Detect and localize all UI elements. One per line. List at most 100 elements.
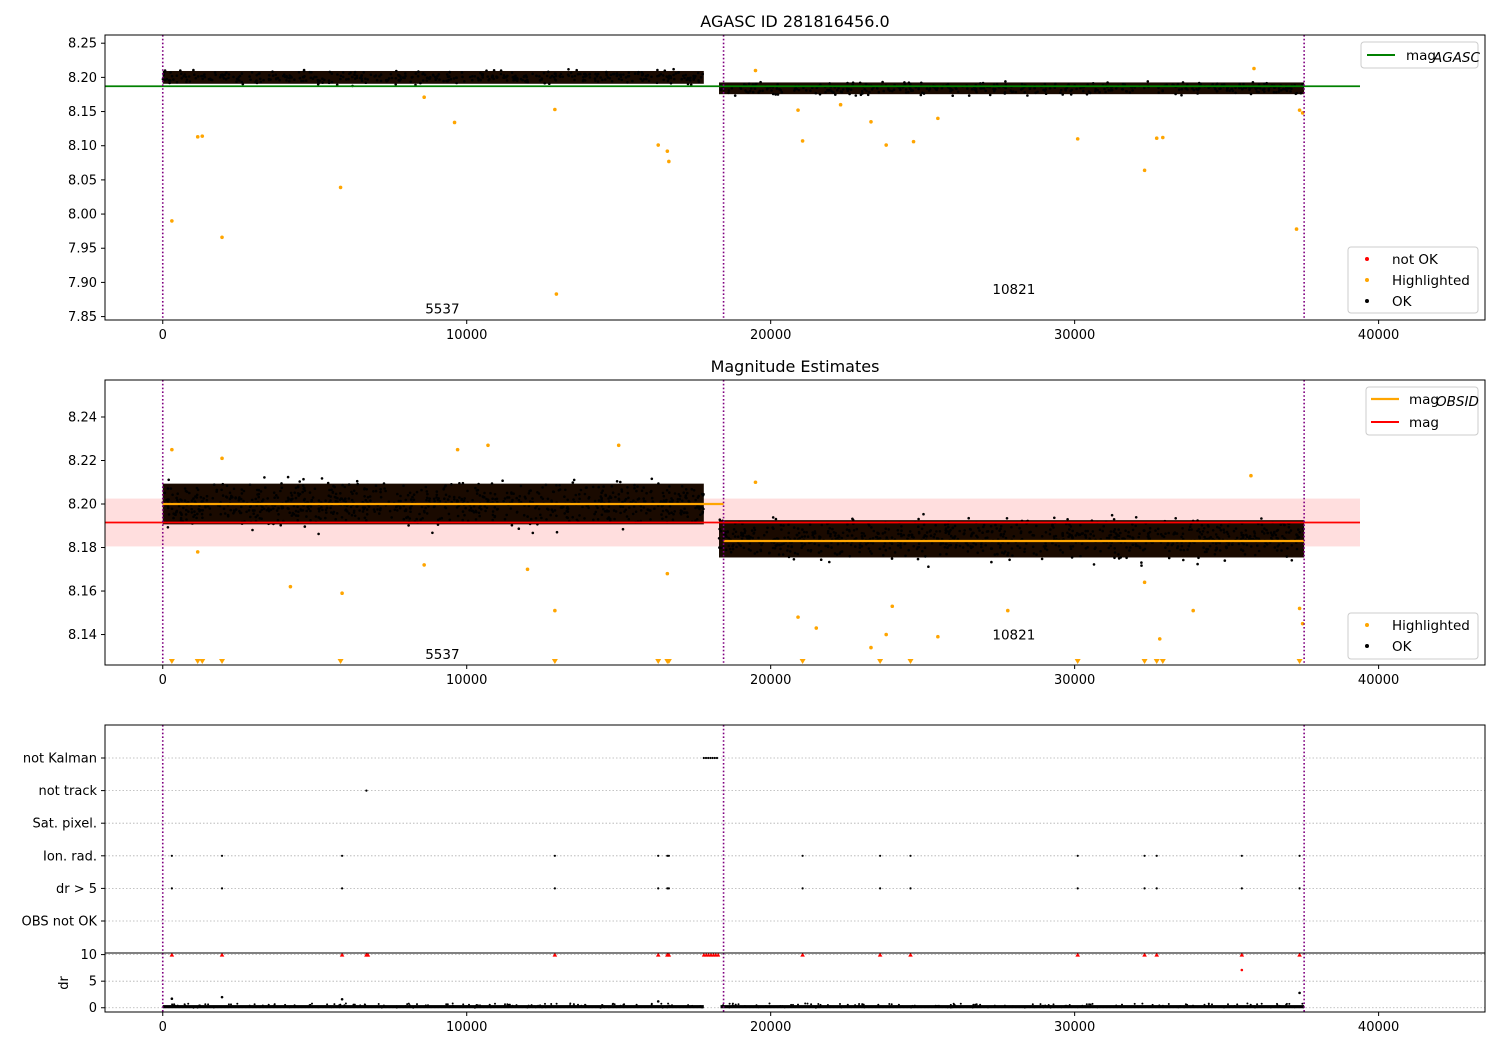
ok-point [1074,534,1078,537]
ok-point [463,80,466,83]
ok-point [463,513,466,517]
flag-row-label: dr > 5 [56,882,97,897]
dr-point [253,1003,256,1006]
ok-point [1201,530,1205,533]
ok-point [545,74,549,78]
ok-point [436,518,440,522]
ok-point [624,508,628,512]
ok-point [627,517,631,521]
ok-point [829,534,832,538]
ok-point [1084,529,1087,533]
ok-point [680,485,684,488]
ok-point [581,505,584,509]
dr-point [196,1006,199,1009]
ok-point [347,77,350,81]
x-tick-label: 20000 [750,328,791,343]
ok-point [1205,550,1208,554]
ok-point [883,542,887,545]
ok-point [1082,89,1085,93]
ok-point [1273,546,1277,549]
ok-point [1131,536,1134,539]
flag-row-label: Sat. pixel. [33,817,97,832]
dr-points-core [162,1005,704,1009]
ok-point [361,510,365,513]
ok-point [1122,537,1125,540]
ok-point [647,79,651,83]
dr-point [317,1006,320,1009]
ok-point [1228,89,1231,92]
ok-point [1148,526,1152,530]
ok-point [493,492,497,496]
ok-point [835,553,839,556]
ok-point [274,77,278,81]
ok-point [1131,523,1134,526]
ok-point [167,513,171,516]
ok-point [593,499,597,503]
clipped-low-marker [551,659,558,664]
ok-point [685,511,689,514]
legend-label: OK [1392,639,1413,655]
ok-point [250,498,254,502]
ok-point [422,509,426,513]
ok-point [690,487,694,491]
ok-point [1014,90,1018,94]
ok-point [362,71,366,74]
ok-point [1069,547,1073,551]
ok-point [421,72,425,76]
ok-point [1202,546,1205,549]
ok-point [566,498,569,502]
ok-point [1110,88,1114,92]
ok-point [927,89,931,92]
ok-point [735,545,738,549]
ok-point [409,80,413,84]
ok-point [185,80,188,84]
ok-point [621,500,624,504]
ok-point [1265,528,1268,532]
ok-point [969,545,972,548]
ok-point [670,497,673,500]
ok-point [415,490,419,494]
highlighted-point [170,447,174,452]
ok-point [258,517,262,520]
ok-point [619,75,623,79]
ok-point [493,506,497,509]
ok-point [599,76,602,79]
ok-point [1001,535,1005,538]
ok-point [751,90,755,94]
ok-point [484,509,487,513]
ok-point [585,486,588,489]
dr-point [806,1002,809,1005]
ok-point [376,508,379,511]
ok-point [600,505,604,508]
ok-point [267,507,270,511]
ok-point [296,492,300,495]
ok-point [485,497,488,501]
y-tick-label: 8.20 [68,498,97,513]
ok-point [1021,87,1024,90]
ok-point [1243,553,1247,556]
flag-point [711,756,714,760]
ok-point [806,535,810,538]
ok-point [917,525,920,528]
ok-point [237,76,241,79]
y-tick-label: 7.85 [68,310,97,325]
ok-point [736,535,740,538]
ok-point [1297,536,1301,539]
highlighted-point [753,68,758,73]
ok-point [455,76,458,79]
ok-point [1238,82,1241,86]
ok-point [1034,91,1037,95]
flag-point [365,789,368,792]
ok-point [689,76,692,80]
ok-point [373,510,377,513]
ok-point [982,87,986,90]
ok-point [924,555,927,558]
ok-point [345,78,348,81]
dr-point [781,1005,784,1008]
ok-point [1242,534,1245,537]
dr-point [494,1002,496,1005]
highlighted-point [1160,135,1165,140]
ok-point [1035,524,1038,528]
dr-point [635,1003,638,1006]
ok-point [587,496,591,499]
